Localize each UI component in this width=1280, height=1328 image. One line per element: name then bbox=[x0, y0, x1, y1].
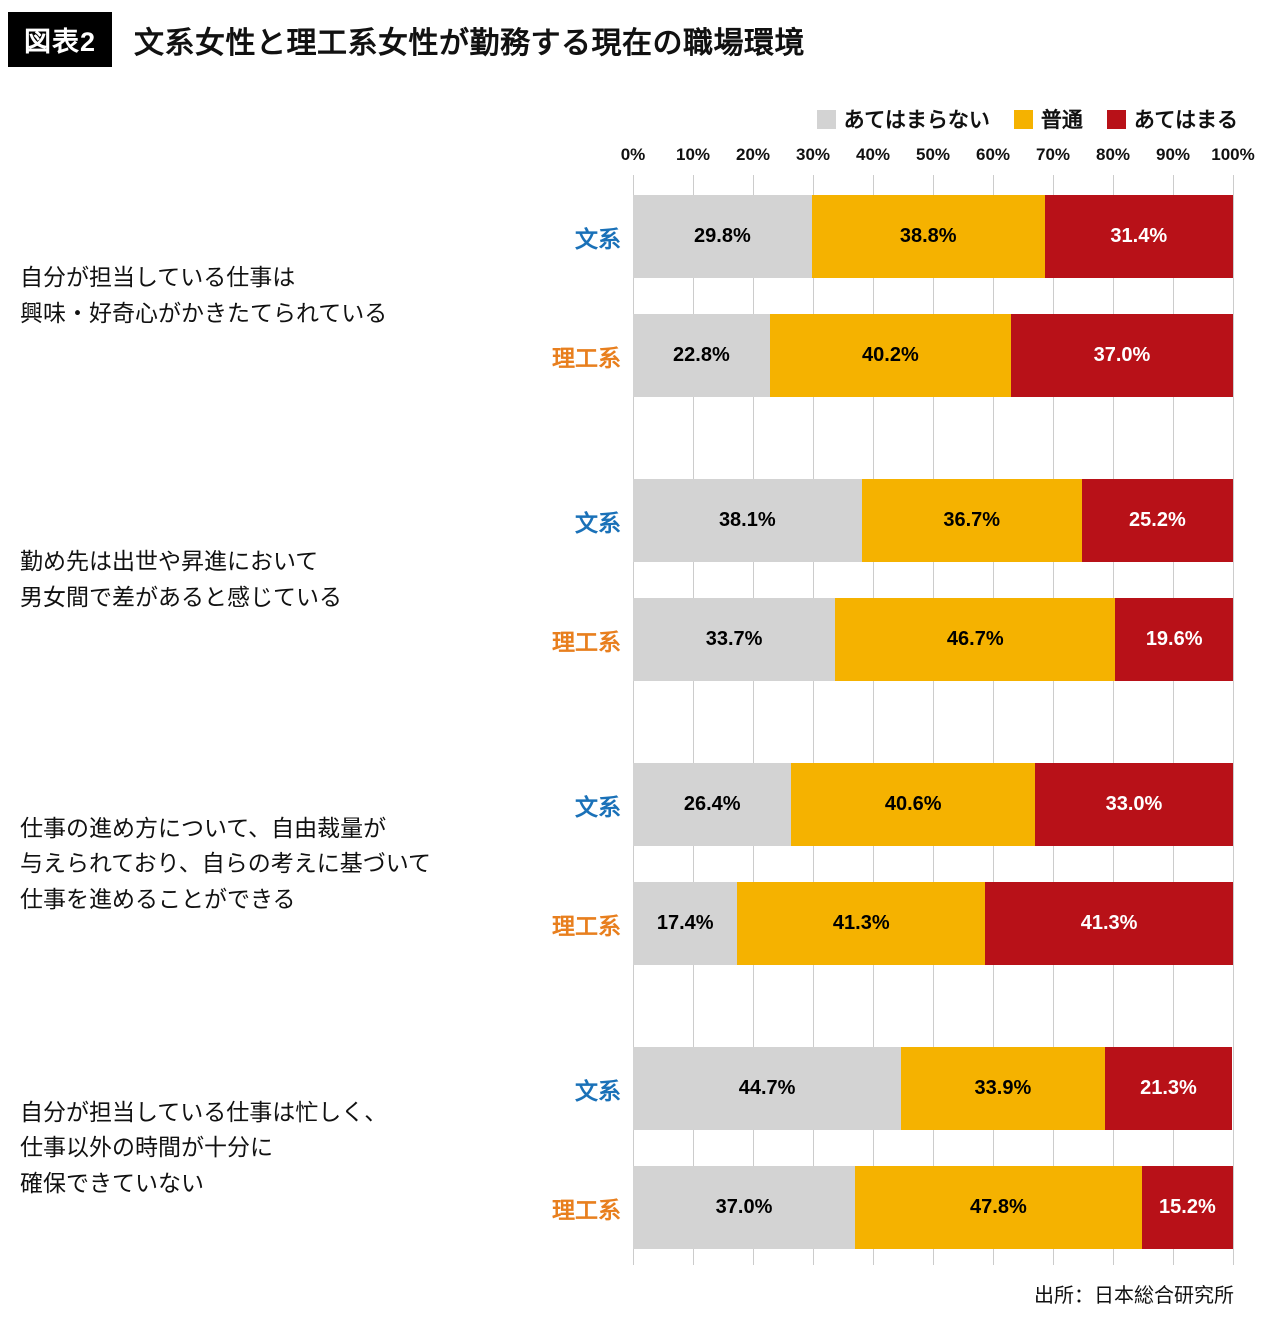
stacked-bar: 17.4% 41.3% 41.3% bbox=[633, 882, 1233, 965]
row-label: 理工系 bbox=[552, 1196, 621, 1223]
row-label: 文系 bbox=[575, 509, 621, 536]
bar-segment: 21.3% bbox=[1104, 1047, 1233, 1130]
x-axis-tick: 40% bbox=[855, 145, 891, 164]
row-label: 理工系 bbox=[552, 344, 621, 371]
legend-item: あてはまらない bbox=[816, 104, 990, 134]
legend-label: あてはまる bbox=[1133, 109, 1238, 132]
bar-segment: 36.7% bbox=[861, 479, 1082, 562]
row-label: 文系 bbox=[575, 1077, 621, 1104]
row-label: 理工系 bbox=[552, 628, 621, 655]
bar-segment: 40.6% bbox=[791, 763, 1035, 846]
bar-segment: 46.7% bbox=[835, 598, 1116, 681]
stacked-bar: 38.1% 36.7% 25.2% bbox=[633, 479, 1233, 562]
question-text: 勤め先は出世や昇進において 男女間で差があると感じている bbox=[20, 548, 342, 610]
bar-segment: 38.8% bbox=[811, 195, 1045, 278]
bar-segment: 41.3% bbox=[985, 882, 1233, 965]
bar-segment: 19.6% bbox=[1115, 598, 1233, 681]
question-text: 仕事の進め方について、自由裁量が 与えられており、自らの考えに基づいて 仕事を進… bbox=[20, 814, 432, 912]
bar-segment: 33.9% bbox=[901, 1047, 1105, 1130]
question-group: 勤め先は出世や昇進において 男女間で差があると感じている 文系 38.1% 36.7%… bbox=[0, 479, 1280, 681]
chart-area: 自分が担当している仕事は 興味・好奇心がかきたてられている 文系 29.8% 38.8… bbox=[0, 175, 1280, 1265]
stacked-bar: 37.0% 47.8% 15.2% bbox=[633, 1166, 1233, 1249]
x-axis-tick: 10% bbox=[675, 145, 711, 164]
question-text: 自分が担当している仕事は 興味・好奇心がかきたてられている bbox=[20, 264, 388, 326]
stacked-bar: 26.4% 40.6% 33.0% bbox=[633, 763, 1233, 846]
x-axis: 0% 10% 20% 30% 40% 50% 60% 70% 80% 90% 100% bbox=[0, 139, 1280, 175]
row-label: 理工系 bbox=[552, 912, 621, 939]
chart-groups: 自分が担当している仕事は 興味・好奇心がかきたてられている 文系 29.8% 38.8… bbox=[0, 175, 1280, 1265]
bar-segment: 26.4% bbox=[633, 763, 792, 846]
source-note: 出所：日本総合研究所 bbox=[1034, 1285, 1234, 1307]
legend-swatch bbox=[1013, 109, 1033, 129]
legend-item: あてはまる bbox=[1106, 104, 1238, 134]
bar-segment: 41.3% bbox=[737, 882, 986, 965]
bar-segment: 33.7% bbox=[633, 598, 836, 681]
stacked-bar: 44.7% 33.9% 21.3% bbox=[633, 1047, 1233, 1130]
x-axis-tick: 50% bbox=[915, 145, 951, 164]
legend-swatch bbox=[1106, 109, 1126, 129]
bar-segment: 44.7% bbox=[633, 1047, 902, 1130]
bar-segment: 37.0% bbox=[1010, 314, 1233, 397]
x-axis-tick: 60% bbox=[975, 145, 1011, 164]
x-axis-tick: 20% bbox=[735, 145, 771, 164]
header: 図表2 文系女性と理工系女性が勤務する現在の職場環境 bbox=[0, 0, 1280, 67]
stacked-bar: 29.8% 38.8% 31.4% bbox=[633, 195, 1233, 278]
bar-segment: 17.4% bbox=[633, 882, 738, 965]
legend-label: あてはまらない bbox=[843, 109, 990, 132]
legend-swatch bbox=[816, 109, 836, 129]
question-group: 自分が担当している仕事は 興味・好奇心がかきたてられている 文系 29.8% 38.8… bbox=[0, 195, 1280, 397]
stacked-bar: 33.7% 46.7% 19.6% bbox=[633, 598, 1233, 681]
x-axis-tick: 70% bbox=[1035, 145, 1071, 164]
question-text: 自分が担当している仕事は忙しく、 仕事以外の時間が十分に 確保できていない bbox=[20, 1098, 388, 1196]
bar-segment: 37.0% bbox=[633, 1166, 855, 1249]
legend: あてはまらない 普通 あてはまる bbox=[0, 105, 1238, 133]
bar-segment: 22.8% bbox=[633, 314, 770, 397]
bar-segment: 40.2% bbox=[769, 314, 1011, 397]
bar-segment: 33.0% bbox=[1034, 763, 1233, 846]
bar-segment: 15.2% bbox=[1141, 1166, 1233, 1249]
legend-label: 普通 bbox=[1040, 109, 1083, 132]
legend-item: 普通 bbox=[1013, 104, 1083, 134]
question-group: 自分が担当している仕事は忙しく、 仕事以外の時間が十分に 確保できていない 文系 4… bbox=[0, 1047, 1280, 1249]
x-axis-tick: 80% bbox=[1095, 145, 1131, 164]
page-title: 文系女性と理工系女性が勤務する現在の職場環境 bbox=[134, 26, 806, 60]
stacked-bar: 22.8% 40.2% 37.0% bbox=[633, 314, 1233, 397]
bar-segment: 31.4% bbox=[1044, 195, 1233, 278]
figure-badge: 図表2 bbox=[8, 12, 113, 67]
row-label: 文系 bbox=[575, 225, 621, 252]
x-axis-tick: 100% bbox=[1211, 145, 1255, 164]
bar-segment: 47.8% bbox=[855, 1166, 1142, 1249]
question-group: 仕事の進め方について、自由裁量が 与えられており、自らの考えに基づいて 仕事を進… bbox=[0, 763, 1280, 965]
bar-segment: 25.2% bbox=[1081, 479, 1233, 562]
row-label: 文系 bbox=[575, 793, 621, 820]
x-axis-tick: 90% bbox=[1155, 145, 1191, 164]
bar-segment: 29.8% bbox=[633, 195, 812, 278]
bar-segment: 38.1% bbox=[633, 479, 862, 562]
x-axis-tick: 0% bbox=[620, 145, 646, 164]
x-axis-tick: 30% bbox=[795, 145, 831, 164]
